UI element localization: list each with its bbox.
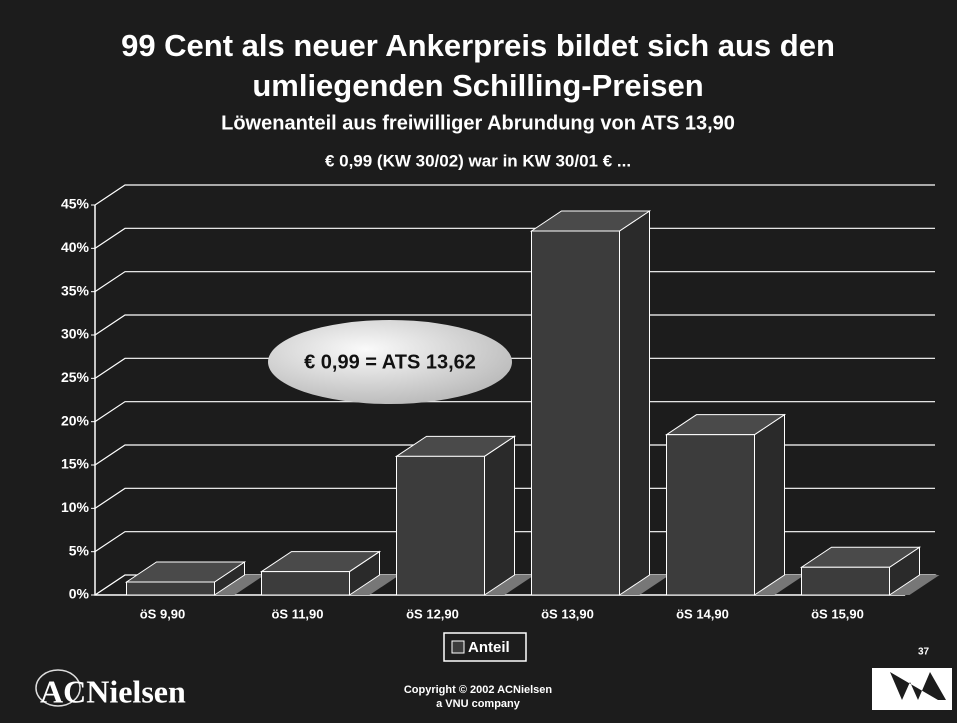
chart-title: 99 Cent als neuer Ankerpreis bildet sich… (121, 28, 835, 63)
logo-right (872, 668, 952, 710)
bar (531, 230, 620, 596)
y-tick-label: 15% (61, 456, 90, 472)
x-tick-label: öS 13,90 (541, 606, 594, 621)
x-tick-label: öS 15,90 (811, 606, 864, 621)
logo-text: ACNielsen (40, 673, 186, 709)
chart-subtitle: Löwenanteil aus freiwilliger Abrundung v… (221, 112, 735, 134)
grid-line (94, 271, 935, 293)
grid-line (94, 314, 935, 336)
legend-box (443, 632, 527, 662)
floor-shadow (619, 575, 670, 595)
bar (126, 581, 215, 596)
legend-label: Anteil (468, 639, 510, 656)
bar-side (754, 413, 785, 596)
footer: Copyright © 2002 ACNielsen (404, 684, 553, 696)
logo-globe (35, 669, 81, 707)
bar-side (619, 210, 650, 596)
y-tick-label: 20% (61, 412, 90, 428)
y-tick-label: 25% (61, 369, 90, 385)
floor-shadow (754, 575, 805, 595)
bar (801, 566, 890, 596)
footer: a VNU company (436, 698, 521, 710)
grid-line (94, 184, 935, 206)
bar-side (484, 435, 515, 596)
page-number: 37 (918, 647, 930, 658)
y-tick-label: 35% (61, 282, 90, 298)
x-tick-label: öS 12,90 (406, 606, 459, 621)
bar (666, 434, 755, 596)
y-tick-label: 10% (61, 499, 90, 515)
logo-left: ACNielsen (35, 669, 186, 709)
grid-line (94, 487, 935, 509)
x-tick-label: öS 9,90 (140, 606, 186, 621)
y-tick-label: 0% (69, 586, 90, 602)
legend-swatch (451, 640, 465, 654)
grid-line (94, 444, 935, 466)
x-tick-label: öS 14,90 (676, 606, 729, 621)
chart-title: umliegenden Schilling-Preisen (252, 68, 703, 103)
chart-subtitle: € 0,99 (KW 30/02) war in KW 30/01 € ... (325, 151, 631, 170)
logo-box (872, 668, 952, 710)
floor-shadow (214, 575, 265, 595)
bar (261, 571, 350, 596)
grid-line (94, 531, 935, 553)
y-tick-label: 30% (61, 326, 90, 342)
floor-shadow (484, 575, 535, 595)
logo-shape (890, 672, 946, 700)
annotation: € 0,99 = ATS 13,62 (304, 351, 476, 373)
grid-line (94, 227, 935, 249)
grid-line (94, 401, 935, 423)
annotation-bubble (268, 320, 512, 404)
grid-line (94, 357, 935, 379)
y-tick-label: 5% (69, 542, 90, 558)
bar (396, 455, 485, 596)
floor-shadow (349, 575, 400, 595)
y-tick-label: 40% (61, 239, 90, 255)
y-tick-label: 45% (61, 196, 90, 212)
plot-area: 0% 5% 10% 15% 20% 25% 30% 35% 40% 45% öS 9,90 öS 11… (61, 184, 940, 662)
floor-shadow (889, 575, 940, 595)
x-tick-label: öS 11,90 (271, 606, 323, 621)
